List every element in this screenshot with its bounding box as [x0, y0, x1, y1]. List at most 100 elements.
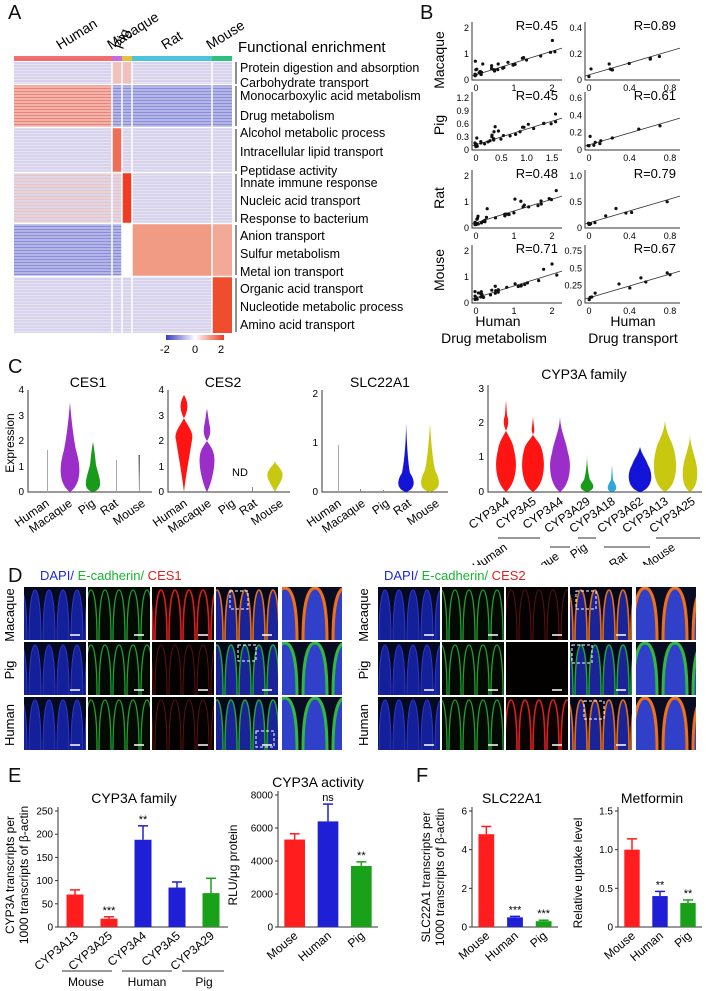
violin-cyp3a4-human — [496, 400, 516, 492]
scatter-point — [624, 211, 628, 215]
bar — [134, 839, 152, 927]
tick: 3 — [478, 384, 484, 395]
scatter-x-tick: 0 — [586, 231, 591, 241]
slc-bar-title: SLC22A1 — [482, 790, 542, 806]
micrograph-ecad — [442, 697, 504, 750]
micrograph-merge — [216, 642, 278, 695]
scatter-point — [617, 282, 621, 286]
cyp-group-label: Rat — [606, 549, 630, 565]
micrograph-dapi — [378, 642, 440, 695]
micrograph-merge — [570, 642, 632, 695]
scatter-x-tick: 0 — [586, 306, 591, 316]
enrichment-term: Nucleotide metabolic process — [240, 300, 403, 314]
scatter-x-tick: 2 — [549, 231, 554, 241]
bar — [100, 918, 118, 927]
scatter-y-tick: 0 — [464, 298, 469, 308]
scatter-point — [478, 69, 482, 74]
bar-category-label: Pig — [527, 929, 549, 951]
scatter-fit-line — [584, 117, 681, 147]
enrichment-term: Metal ion transport — [240, 265, 344, 279]
scatter-point — [539, 199, 543, 203]
scatter-x-label-human-left: Human — [475, 313, 520, 329]
scatter-point — [508, 134, 512, 138]
scatter-fit-line — [471, 195, 563, 225]
species-bar-macaque — [112, 56, 122, 61]
group-label-human: Human — [128, 975, 167, 989]
significance-label: ** — [684, 888, 693, 900]
cyp-group-labels: Human Macaque Pig Rat Mouse — [470, 540, 678, 565]
micrograph-dapi — [378, 587, 440, 640]
scatter-point — [479, 295, 483, 299]
bar-y-tick: 6000 — [251, 824, 274, 835]
violin-ces1-mouse — [138, 455, 140, 492]
scatter-point — [513, 197, 517, 201]
bar-y-tick: 200 — [36, 830, 53, 841]
scatter-point — [507, 212, 511, 217]
bar — [351, 865, 372, 927]
tick: 1 — [478, 452, 484, 463]
scatter-y-tick: 0.4 — [569, 23, 582, 33]
scatter-point — [518, 130, 522, 134]
enrichment-term: Amino acid transport — [240, 318, 355, 332]
color-scale-mid: 0 — [192, 344, 198, 355]
scatter-x-tick: 1.0 — [520, 153, 533, 163]
micrograph-merge — [216, 587, 278, 640]
tick: 4 — [158, 385, 164, 396]
scatter-point — [490, 288, 494, 292]
enrichment-term: Alcohol metabolic process — [240, 126, 385, 140]
tick: 0 — [158, 487, 164, 498]
bar-y-tick: 4000 — [251, 857, 274, 868]
scatter-x-tick: 0.4 — [623, 231, 636, 241]
scatter-point — [527, 205, 531, 209]
bar-y-tick: 0.5 — [599, 884, 613, 895]
bar — [680, 903, 696, 927]
scatter-point — [588, 222, 592, 226]
micrograph-dapi — [24, 642, 86, 695]
scatter-point — [553, 112, 558, 116]
zoom-region-box — [229, 590, 249, 610]
scatter-y-tick: 0.25 — [564, 281, 582, 291]
violin-category-labels: Human Macaque Pig Rat Mouse Human Macaqu… — [12, 494, 698, 536]
scatter-point — [473, 143, 477, 147]
bar-y-tick: 1.0 — [599, 845, 613, 856]
cyp-bar-group-labels: Mouse Human Pig — [68, 975, 213, 989]
scatter-point — [483, 220, 487, 224]
scatter-point — [598, 141, 602, 146]
violin-title-slc22a1: SLC22A1 — [350, 374, 410, 390]
violins-slc22a1 — [338, 423, 439, 492]
color-scale-min: -2 — [160, 344, 170, 355]
violin-ticks-cyp: 0 1 2 3 — [478, 384, 484, 498]
bar — [478, 834, 495, 927]
scatter-y-tick: 0.2 — [569, 128, 582, 138]
scatter-point — [658, 124, 662, 128]
scatter-point — [610, 136, 614, 140]
tick: 0 — [18, 487, 24, 498]
scatter-row-label-mouse: Mouse — [431, 249, 447, 291]
bar — [507, 917, 523, 927]
scatter-y-tick: 1 — [464, 49, 469, 59]
scatter-x-tick: 0.8 — [664, 306, 677, 316]
category-label: Pig — [369, 496, 391, 517]
cyp-group-lines — [498, 537, 700, 548]
scatter-point — [479, 141, 483, 145]
scatter-point — [481, 62, 485, 66]
scatter-y-tick: 1.2 — [456, 93, 469, 103]
scatter-point — [488, 139, 492, 143]
bar-y-tick: 1.5 — [599, 807, 613, 818]
micrograph-zoom — [282, 642, 342, 695]
scatter-point — [473, 72, 477, 76]
violin-title-ces2: CES2 — [205, 374, 242, 390]
category-label: Mouse — [404, 496, 442, 528]
scatter-y-tick: 0.5 — [569, 263, 582, 273]
scatter-axes — [471, 22, 562, 81]
enrichment-term: Intracellular lipid transport — [240, 145, 384, 159]
scatter-point — [492, 130, 496, 134]
bar — [652, 896, 668, 927]
micrograph-ecad — [88, 587, 150, 640]
category-label: Pig — [75, 496, 97, 517]
scatter-y-tick: 1.0 — [569, 171, 582, 181]
panel-a-heatmap: Human Macaque Pig Rat Mouse — [14, 8, 420, 355]
tick: 3 — [158, 411, 164, 422]
scatter-y-tick: 2 — [464, 171, 469, 181]
zoom-region-box — [571, 644, 593, 664]
